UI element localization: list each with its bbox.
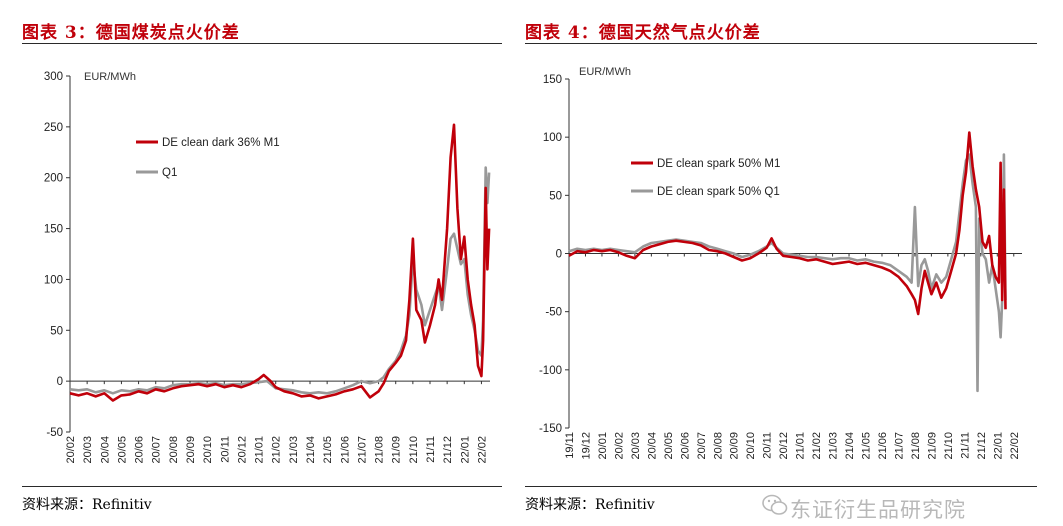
legend-label: DE clean spark 50% M1 <box>657 158 780 170</box>
y-tick-label: 150 <box>44 224 63 236</box>
legend-label: Q1 <box>162 167 177 179</box>
x-tick-label: 20/01 <box>597 432 609 460</box>
x-tick-label: 21/11 <box>959 432 971 459</box>
x-tick-label: 20/05 <box>116 436 128 464</box>
x-tick-label: 21/12 <box>442 436 454 464</box>
series-line-0 <box>568 131 1007 316</box>
x-tick-label: 20/02 <box>613 432 625 460</box>
x-tick-label: 20/11 <box>219 436 231 463</box>
x-tick-label: 22/01 <box>992 432 1004 460</box>
x-tick-label: 21/02 <box>811 432 823 460</box>
x-tick-label: 22/02 <box>1009 432 1021 460</box>
y-tick-label: 50 <box>50 325 63 337</box>
x-tick-label: 21/08 <box>374 436 386 464</box>
x-tick-label: 21/02 <box>271 436 283 464</box>
x-tick-label: 21/04 <box>844 432 856 460</box>
x-tick-label: 21/05 <box>322 436 334 464</box>
x-tick-label: 21/06 <box>339 436 351 464</box>
y-tick-label: 0 <box>57 376 63 388</box>
source-rule <box>22 486 502 487</box>
x-tick-label: 20/09 <box>729 432 741 460</box>
x-tick-label: 20/04 <box>646 432 658 460</box>
x-tick-label: 20/06 <box>134 436 146 464</box>
x-tick-label: 21/10 <box>408 436 420 464</box>
x-tick-label: 22/01 <box>459 436 471 464</box>
series-line-1 <box>69 166 491 395</box>
x-tick-label: 20/09 <box>185 436 197 464</box>
x-tick-label: 21/07 <box>893 432 905 460</box>
x-tick-label: 20/11 <box>762 432 774 459</box>
legend-label: DE clean dark 36% M1 <box>162 137 280 149</box>
y-tick-label: -50 <box>545 307 562 319</box>
x-tick-label: 21/09 <box>391 436 403 464</box>
chart-title: 图表 3：德国煤炭点火价差 <box>22 23 240 43</box>
y-tick-label: -100 <box>539 365 562 377</box>
x-tick-label: 21/05 <box>861 432 873 460</box>
x-tick-label: 21/01 <box>795 432 807 460</box>
x-tick-label: 19/11 <box>564 432 576 459</box>
y-tick-label: -150 <box>539 423 562 435</box>
x-tick-label: 20/10 <box>202 436 214 464</box>
x-tick-label: 21/07 <box>356 436 368 464</box>
legend-label: DE clean spark 50% Q1 <box>657 186 780 198</box>
x-tick-label: 20/02 <box>65 436 77 464</box>
chart-source: 资料来源：Refinitiv <box>22 497 152 513</box>
y-unit-label: EUR/MWh <box>579 66 631 78</box>
y-tick-label: 250 <box>44 122 63 134</box>
x-tick-label: 21/04 <box>305 436 317 464</box>
coal-spread-chart: -50 0 50 100 150 200 250 300 EUR/MWh 20/02 20/03 20… <box>44 71 491 464</box>
x-tick-label: 20/03 <box>630 432 642 460</box>
series-line-0 <box>69 123 491 402</box>
chart-source: 资料来源：Refinitiv <box>525 497 655 513</box>
x-tick-label: 20/12 <box>236 436 248 464</box>
watermark-text: 东证衍生品研究院 <box>790 498 966 522</box>
source-rule <box>525 486 1037 487</box>
y-tick-label: 50 <box>549 190 562 202</box>
title-rule <box>525 43 1037 44</box>
chart-title: 图表 4：德国天然气点火价差 <box>525 23 761 43</box>
x-tick-label: 19/12 <box>580 432 592 460</box>
y-tick-label: -50 <box>46 427 63 439</box>
y-unit-label: EUR/MWh <box>84 71 136 83</box>
x-tick-label: 20/08 <box>168 436 180 464</box>
x-tick-label: 21/10 <box>943 432 955 460</box>
gas-spread-chart: -150 -100 -50 0 50 100 150 EUR/MWh 19/11 19/12 20/… <box>539 66 1022 460</box>
title-rule <box>22 43 502 44</box>
x-tick-label: 20/10 <box>745 432 757 460</box>
x-tick-label: 20/12 <box>778 432 790 460</box>
x-tick-label: 21/03 <box>288 436 300 464</box>
chart-panel-gas: 图表 4：德国天然气点火价差 -150 -100 -50 0 50 100 150 EUR/M… <box>525 0 1045 526</box>
x-tick-label: 20/08 <box>712 432 724 460</box>
x-tick-label: 21/01 <box>254 436 266 464</box>
x-tick-label: 21/12 <box>976 432 988 460</box>
x-tick-label: 20/04 <box>99 436 111 464</box>
x-tick-label: 20/07 <box>151 436 163 464</box>
wechat-icon <box>762 494 788 515</box>
y-tick-label: 300 <box>44 71 63 83</box>
x-tick-label: 22/02 <box>476 436 488 464</box>
y-tick-label: 150 <box>543 74 562 86</box>
x-tick-label: 21/06 <box>877 432 889 460</box>
chart-panel-coal: 图表 3：德国煤炭点火价差 -50 0 50 100 150 200 250 300 EUR/M… <box>0 0 505 526</box>
x-tick-label: 21/08 <box>910 432 922 460</box>
x-tick-label: 21/11 <box>425 436 437 463</box>
y-tick-label: 100 <box>543 132 562 144</box>
x-tick-label: 20/03 <box>82 436 94 464</box>
y-tick-label: 200 <box>44 173 63 185</box>
y-tick-label: 100 <box>44 274 63 286</box>
x-tick-label: 20/05 <box>663 432 675 460</box>
y-tick-label: 0 <box>556 249 562 261</box>
x-tick-label: 20/06 <box>679 432 691 460</box>
x-tick-label: 20/07 <box>696 432 708 460</box>
x-tick-label: 21/03 <box>828 432 840 460</box>
x-tick-label: 21/09 <box>926 432 938 460</box>
